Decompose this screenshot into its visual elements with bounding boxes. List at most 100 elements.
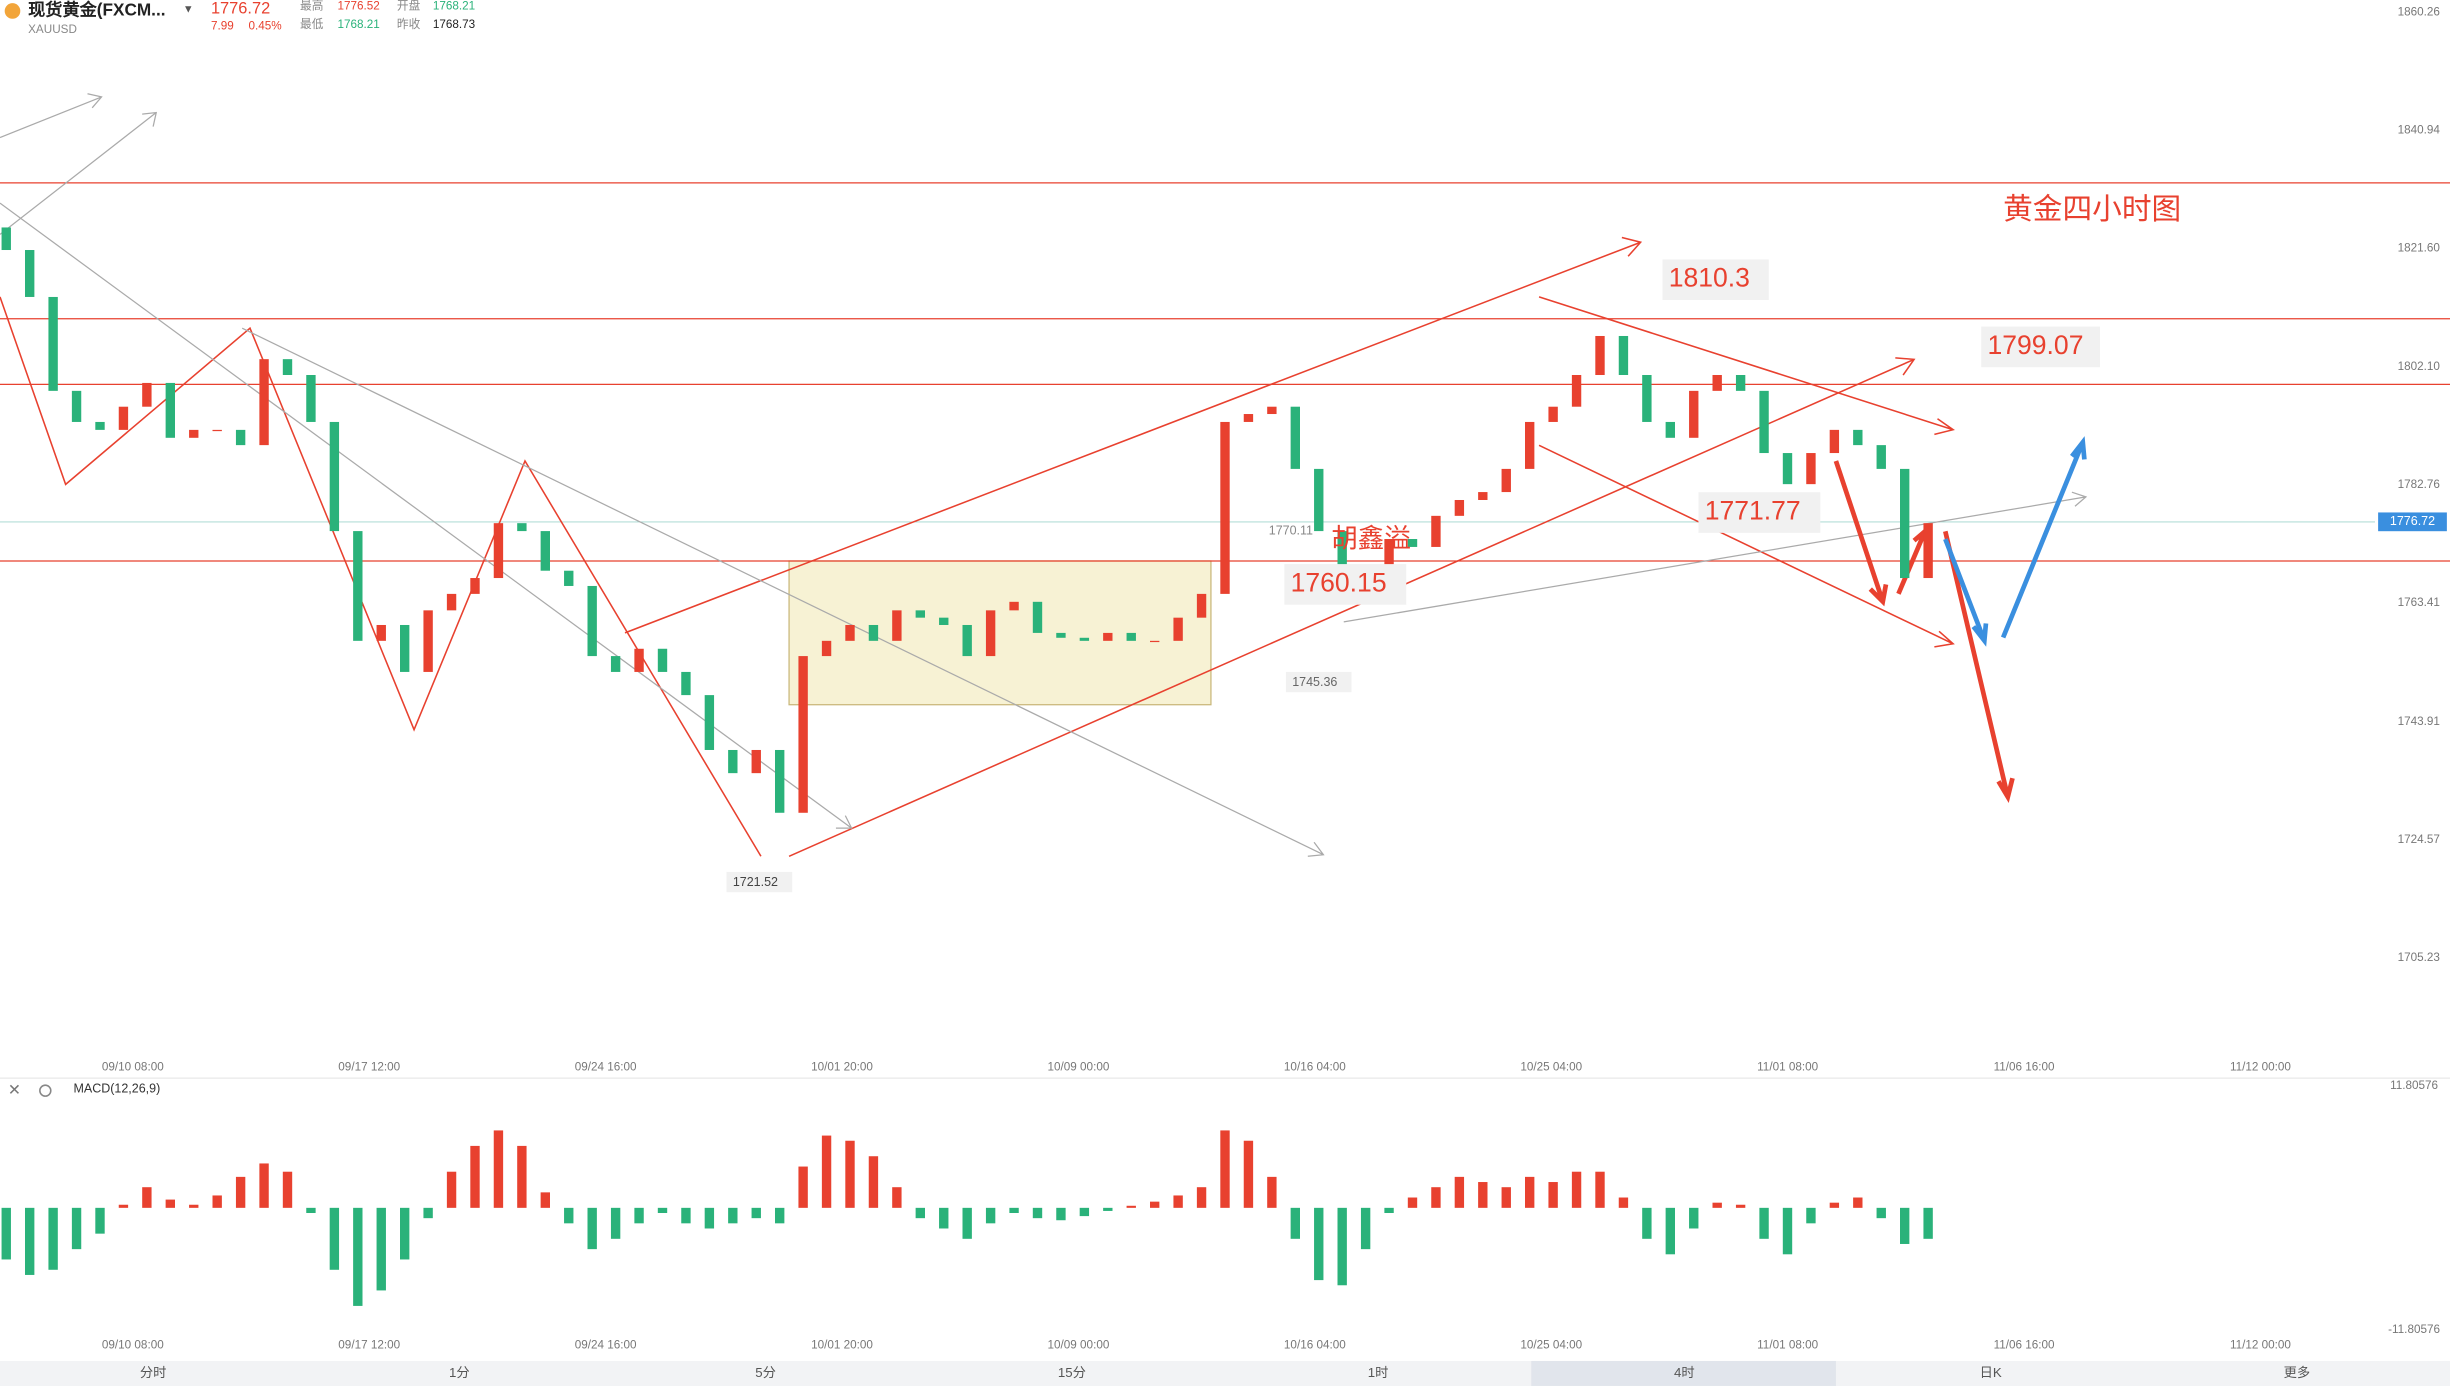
macd-bar: [1712, 1202, 1722, 1208]
macd-bar: [728, 1207, 738, 1224]
macd-bar: [892, 1187, 902, 1208]
candle-body: [775, 749, 785, 813]
candle-body: [1337, 531, 1347, 571]
symbol-icon: [4, 3, 21, 19]
macd-bar: [71, 1207, 82, 1250]
macd-bar: [1150, 1201, 1160, 1208]
candle-body: [1689, 390, 1699, 438]
candle-body: [71, 390, 82, 422]
candle-body: [915, 610, 925, 618]
macd-bar: [681, 1207, 691, 1224]
candle-body: [1735, 375, 1746, 391]
macd-bar: [1103, 1207, 1113, 1211]
macd-title: MACD(12,26,9): [73, 1081, 160, 1095]
macd-bar: [423, 1207, 433, 1219]
candle-body: [1431, 515, 1441, 547]
y-tick-label: 1705.23: [2398, 951, 2440, 964]
macd-bar: [212, 1195, 222, 1208]
candle-body: [446, 593, 457, 611]
x-tick-label: 11/01 08:00: [1757, 1338, 1818, 1351]
candle-body: [728, 749, 738, 774]
label-bg: [726, 871, 793, 893]
candle-body: [282, 359, 293, 376]
macd-bar: [95, 1207, 105, 1234]
tab-selected: [1531, 1360, 1836, 1386]
candle-body: [587, 585, 597, 657]
macd-bar: [1009, 1207, 1019, 1214]
range-box: [788, 560, 1212, 706]
candles: [1, 227, 1933, 813]
candle-body: [657, 648, 668, 672]
x-tick-label: 10/01 20:00: [811, 1338, 873, 1351]
candle-body: [1571, 375, 1582, 407]
x-tick-label: 09/24 16:00: [575, 1338, 637, 1351]
macd-panel: [0, 1077, 2450, 1306]
candle-body: [1525, 421, 1535, 469]
candle-body: [376, 624, 386, 641]
candle-body: [751, 749, 761, 774]
macd-bar: [1384, 1207, 1394, 1214]
candle-body: [1220, 421, 1230, 594]
y-tick-label: 1840.94: [2398, 123, 2441, 136]
candle-body: [985, 610, 996, 657]
tab[interactable]: 更多: [2284, 1364, 2311, 1380]
macd-bar: [704, 1207, 715, 1229]
candle-body: [165, 382, 175, 438]
tab[interactable]: 5分: [755, 1365, 776, 1380]
macd-bar: [868, 1156, 879, 1208]
candle-body: [306, 375, 316, 422]
close-icon[interactable]: ✕: [8, 1082, 21, 1099]
macd-bar: [493, 1130, 504, 1208]
tab[interactable]: 日K: [1980, 1365, 2002, 1380]
macd-bar: [306, 1207, 316, 1214]
x-tick-label: 09/17 12:00: [338, 1060, 400, 1073]
macd-bar: [1595, 1171, 1605, 1208]
macd-bar: [1056, 1207, 1066, 1221]
macd-bar: [1501, 1187, 1511, 1208]
candle-body: [1829, 429, 1840, 454]
macd-bar: [1290, 1207, 1300, 1239]
x-tick-label: 09/10 08:00: [102, 1338, 164, 1351]
macd-bar: [1196, 1187, 1207, 1208]
tab[interactable]: 1分: [449, 1365, 470, 1380]
x-tick-label: 09/10 08:00: [102, 1060, 164, 1073]
symbol-name[interactable]: 现货黄金(FXCM...: [28, 0, 165, 19]
candle-body: [1712, 375, 1722, 391]
macd-bar: [1220, 1130, 1230, 1208]
macd-bar: [517, 1145, 527, 1208]
change-pct: 0.45%: [248, 20, 281, 33]
macd-tick-label: 11.80576: [2390, 1079, 2438, 1092]
macd-bar: [470, 1145, 480, 1208]
tab[interactable]: 15分: [1058, 1365, 1086, 1380]
tab[interactable]: 分时: [140, 1365, 167, 1380]
x-tick-label: 09/17 12:00: [338, 1338, 400, 1351]
annotation: 1721.52: [733, 875, 778, 889]
y-tick-label: 1724.57: [2398, 833, 2440, 846]
macd-bar: [1267, 1176, 1277, 1208]
candle-body: [798, 656, 808, 813]
annotation: 1770.11: [1269, 524, 1313, 538]
macd-bar: [1126, 1205, 1136, 1208]
dropdown-icon[interactable]: ▼: [183, 3, 194, 15]
candle-body: [517, 523, 527, 532]
stat-value: 1768.21: [338, 18, 380, 31]
macd-bar: [1525, 1176, 1535, 1208]
macd-bar: [564, 1207, 574, 1224]
macd-bar: [798, 1166, 808, 1208]
macd-bar: [985, 1207, 996, 1224]
tab[interactable]: 1时: [1368, 1365, 1389, 1380]
drawings: [0, 93, 2450, 857]
candle-body: [1853, 429, 1863, 446]
x-tick-label: 11/12 00:00: [2230, 1060, 2291, 1073]
macd-bar: [446, 1171, 457, 1208]
tab[interactable]: 4时: [1674, 1365, 1695, 1380]
candle-body: [1196, 593, 1207, 618]
candle-body: [353, 531, 363, 641]
candle-body: [259, 359, 269, 446]
candle-body: [704, 695, 715, 750]
candle-body: [1876, 445, 1886, 469]
candle-body: [1056, 632, 1066, 638]
x-tick-label: 11/01 08:00: [1757, 1060, 1818, 1073]
settings-icon[interactable]: [39, 1084, 52, 1097]
